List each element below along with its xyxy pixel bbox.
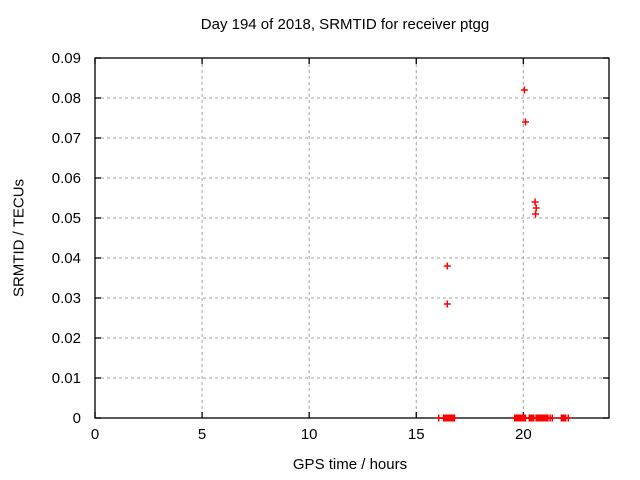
plot-frame [94, 57, 610, 419]
x-tick-label: 0 [91, 426, 99, 443]
x-tick-label: 10 [301, 426, 318, 443]
data-point-marker [531, 198, 539, 206]
data-point-marker [532, 204, 540, 212]
y-tick-label: 0.08 [52, 90, 81, 107]
x-tick-label: 20 [515, 426, 532, 443]
tick-labels: 0 5 10 15 20 0 0.01 0.02 0.03 0.04 0.05 0.06 0.07 0.0… [52, 50, 532, 443]
chart-title: Day 194 of 2018, SRMTID for receiver ptg… [200, 16, 490, 33]
y-tick-label: 0.02 [52, 330, 81, 347]
data-point-marker [443, 300, 451, 308]
data-point-marker [548, 414, 556, 422]
data-point-marker [450, 414, 458, 422]
y-tick-label: 0.09 [52, 50, 81, 67]
data-point-marker [443, 262, 451, 270]
x-tick-label: 5 [198, 426, 206, 443]
data-points [435, 86, 572, 422]
data-point-marker [564, 414, 572, 422]
y-tick-label: 0 [73, 410, 81, 427]
data-point-marker [521, 118, 529, 126]
data-point-marker [532, 210, 540, 218]
y-tick-label: 0.07 [52, 130, 81, 147]
x-tick-label: 15 [408, 426, 425, 443]
y-tick-label: 0.05 [52, 210, 81, 227]
axis-ticks [94, 57, 609, 419]
y-tick-label: 0.01 [52, 370, 81, 387]
x-axis-label: GPS time / hours [292, 456, 408, 473]
y-axis-label: SRMTID / TECUs [10, 178, 28, 298]
grid-lines [95, 58, 609, 418]
y-tick-label: 0.06 [52, 170, 81, 187]
y-tick-label: 0.03 [52, 290, 81, 307]
y-tick-label: 0.04 [52, 250, 81, 267]
data-point-marker [520, 86, 528, 94]
